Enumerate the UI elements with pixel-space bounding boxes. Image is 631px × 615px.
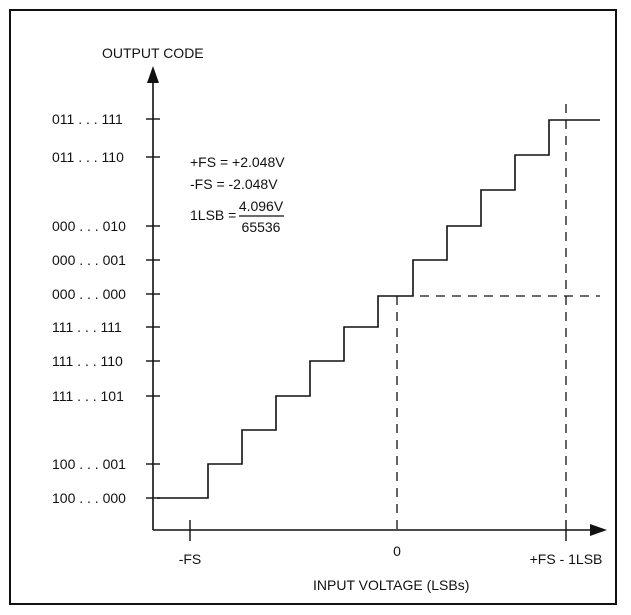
x-axis-title: INPUT VOLTAGE (LSBs) (313, 577, 469, 593)
code-label: 000 . . . 000 (52, 286, 126, 302)
x-label-neg-fs: -FS (179, 551, 202, 567)
y-axis-arrow (147, 66, 159, 83)
transfer-function-figure: OUTPUT CODE INPUT VOLTAGE (LSBs) 011 . .… (9, 9, 617, 605)
code-label: 111 . . . 101 (52, 388, 124, 404)
pos-fs-note: +FS = +2.048V (190, 154, 285, 170)
lsb-note-prefix: 1LSB = (190, 207, 236, 223)
code-label: 000 . . . 001 (52, 252, 126, 268)
code-label: 100 . . . 000 (52, 490, 126, 506)
code-label: 111 . . . 111 (52, 319, 122, 335)
x-label-pos-fs: +FS - 1LSB (530, 551, 603, 567)
code-label: 011 . . . 110 (52, 149, 124, 165)
code-label: 100 . . . 001 (52, 456, 126, 472)
x-axis-arrow (590, 524, 607, 536)
lsb-denominator: 65536 (242, 219, 281, 235)
code-label: 000 . . . 010 (52, 218, 126, 234)
y-axis-title: OUTPUT CODE (102, 45, 204, 61)
code-label: 111 . . . 110 (52, 353, 123, 369)
x-label-zero: 0 (393, 543, 401, 559)
neg-fs-note: -FS = -2.048V (190, 176, 278, 192)
lsb-numerator: 4.096V (239, 198, 284, 214)
code-label: 011 . . . 111 (52, 111, 123, 127)
